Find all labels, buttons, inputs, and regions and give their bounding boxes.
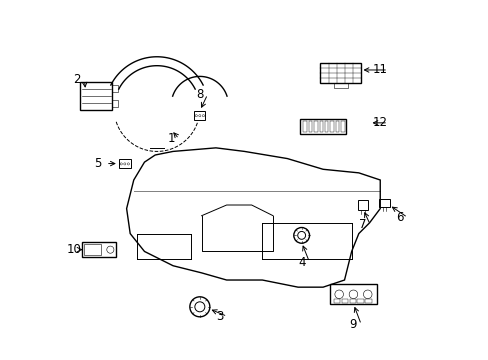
Bar: [81, 242, 116, 257]
Text: 11: 11: [372, 63, 387, 76]
Bar: [357, 200, 367, 210]
Bar: [313, 121, 317, 132]
Text: 10: 10: [66, 243, 81, 256]
Bar: [335, 121, 339, 132]
Text: 5: 5: [94, 157, 102, 170]
Text: 9: 9: [349, 318, 356, 331]
Bar: [80, 82, 112, 111]
Bar: [299, 119, 346, 134]
Bar: [329, 121, 333, 132]
Text: 1: 1: [167, 132, 175, 145]
Text: 12: 12: [372, 116, 387, 129]
Bar: [308, 121, 312, 132]
Text: 3: 3: [215, 310, 223, 323]
Bar: [378, 199, 389, 207]
Bar: [303, 121, 306, 132]
Text: 2: 2: [73, 73, 80, 86]
Bar: [329, 284, 376, 304]
Text: 7: 7: [358, 218, 366, 231]
Text: 4: 4: [297, 256, 305, 269]
Bar: [118, 159, 131, 168]
Text: 6: 6: [395, 211, 403, 224]
Bar: [319, 121, 323, 132]
Bar: [194, 111, 205, 120]
Bar: [333, 299, 340, 303]
Bar: [324, 121, 328, 132]
Bar: [112, 85, 118, 93]
Bar: [357, 299, 363, 303]
Bar: [320, 63, 361, 83]
Text: 8: 8: [196, 88, 203, 101]
Bar: [349, 299, 355, 303]
Bar: [365, 299, 371, 303]
Bar: [341, 299, 347, 303]
Bar: [83, 244, 101, 255]
Bar: [112, 100, 118, 107]
Bar: [340, 121, 344, 132]
